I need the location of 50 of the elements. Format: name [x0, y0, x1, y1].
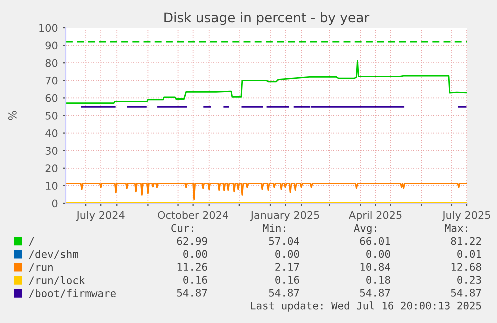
x-tick-label: July 2025: [442, 211, 490, 222]
text: Cur:: [172, 224, 194, 232]
text: 81.22: [451, 237, 482, 246]
text: 0.16: [184, 276, 208, 284]
text: 11.26: [178, 263, 208, 272]
chart-title: Disk usage in percent - by year: [164, 12, 370, 26]
text: 0.16: [276, 276, 300, 284]
y-tick-label: 100: [40, 24, 58, 32]
text: 54.87: [451, 289, 482, 297]
text: Min:: [263, 224, 286, 232]
line-series: [66, 60, 467, 104]
y-tick-label: 20: [46, 164, 58, 173]
text: 54.87: [177, 289, 208, 297]
x-tick-label: October 2024: [158, 211, 228, 220]
y-tick-label: 80: [46, 59, 58, 68]
text: 62.99: [177, 237, 208, 246]
y-tick-label: 50: [46, 112, 58, 120]
text: Last update: Wed Jul 16 20:00:13 2025: [251, 302, 482, 312]
y-tick-label: 10: [46, 182, 58, 190]
legend-label: /run: [29, 264, 53, 272]
y-tick-label: 30: [46, 147, 58, 155]
text: Avg:: [354, 224, 376, 234]
legend-label: /boot/firmware: [29, 289, 116, 298]
y-tick-label: 60: [46, 94, 58, 102]
legend-label: /run/lock: [29, 276, 86, 286]
text: 0.00: [276, 250, 300, 258]
text: 12.68: [452, 263, 482, 272]
y-tick-label: 0: [52, 200, 58, 208]
y-axis-title: %: [8, 111, 17, 120]
x-tick-label: July 2024: [76, 211, 125, 222]
text: 0.23: [458, 276, 482, 284]
y-tick-label: 40: [46, 130, 58, 138]
text: 54.87: [269, 289, 300, 297]
text: 0.00: [366, 250, 390, 258]
y-tick-label: 70: [46, 76, 58, 85]
y-tick-label: 90: [46, 42, 58, 50]
x-tick-label: January 2025: [250, 211, 320, 222]
text: 0.00: [184, 250, 208, 258]
text: Max:: [445, 224, 468, 232]
x-tick-label: April 2025: [349, 211, 402, 222]
text: 54.87: [360, 289, 390, 297]
line-series: [66, 182, 467, 200]
text: 66.01: [360, 237, 390, 246]
text: 0.18: [366, 276, 390, 284]
legend-label: /: [29, 238, 34, 246]
text: 10.84: [360, 263, 391, 272]
text: 2.17: [276, 263, 300, 271]
text: 0.01: [458, 250, 482, 258]
legend-label: /dev/shm: [29, 250, 78, 260]
text: 57.04: [269, 237, 300, 246]
